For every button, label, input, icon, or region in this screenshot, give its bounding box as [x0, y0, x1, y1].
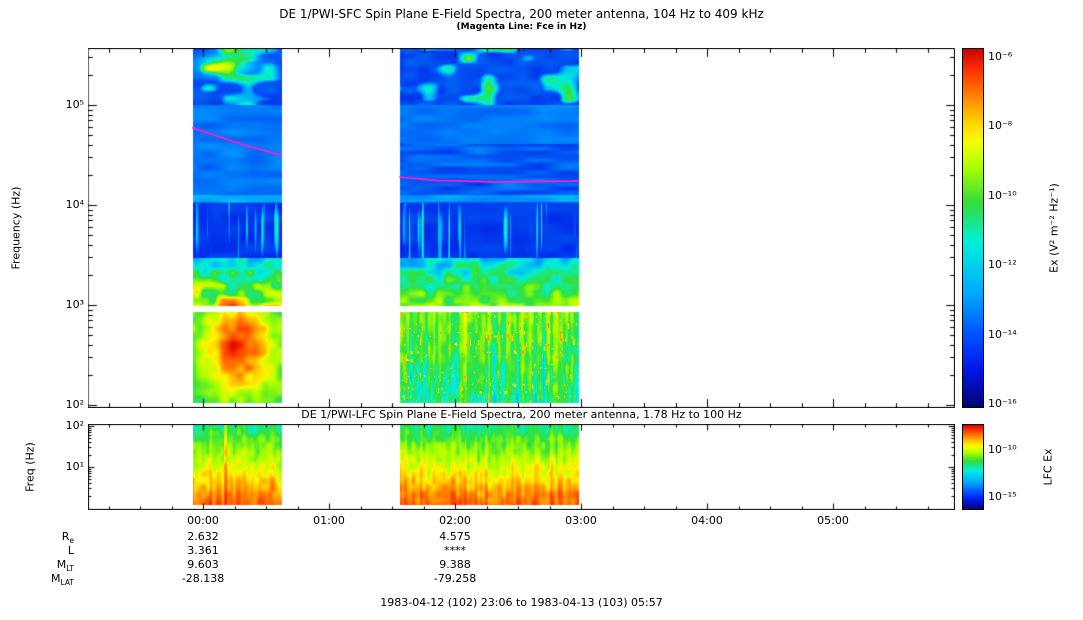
ephemeris-mlt-col2: 9.388 — [439, 558, 471, 571]
ephemeris-label-mlat-main: M — [51, 572, 61, 585]
sfc-ytick-1e5: 10⁵ — [65, 98, 84, 111]
lfc-title: DE 1/PWI-LFC Spin Plane E-Field Spectra,… — [301, 408, 742, 421]
lfc-ytick-1e2: 10² — [65, 419, 84, 432]
time-tick-0200: 02:00 — [439, 514, 471, 527]
sfc-colorbar-tick-3: 10⁻¹² — [988, 258, 1017, 271]
ephemeris-mlt-col1: 9.603 — [187, 558, 219, 571]
ephemeris-label-l-main: L — [67, 544, 74, 557]
ephemeris-label-l: L — [28, 544, 74, 559]
sfc-ytick-1e4: 10⁴ — [65, 198, 84, 211]
sfc-ytick-1e3: 10³ — [65, 298, 84, 311]
ephemeris-label-mlat: MLAT — [28, 572, 74, 587]
ephemeris-label-re-main: R — [61, 530, 70, 543]
sfc-colorbar-tick-4: 10⁻¹⁴ — [988, 328, 1017, 341]
ephemeris-l-col2: **** — [444, 544, 466, 557]
sfc-colorbar — [962, 48, 984, 408]
sfc-title: DE 1/PWI-SFC Spin Plane E-Field Spectra,… — [279, 7, 764, 21]
time-tick-0000: 00:00 — [187, 514, 219, 527]
ephemeris-mlat-col2: -79.258 — [433, 572, 477, 585]
ephemeris-label-re-sub: e — [69, 536, 74, 546]
ephemeris-label-mlat-sub: LAT — [60, 578, 74, 588]
ephemeris-label-mlt: MLT — [28, 558, 74, 573]
ephemeris-label-re: Re — [28, 530, 74, 545]
ephemeris-l-col1: 3.361 — [187, 544, 219, 557]
sfc-ytick-1e2: 10² — [65, 398, 84, 411]
time-tick-0500: 05:00 — [817, 514, 849, 527]
lfc-colorbar — [962, 424, 984, 510]
lfc-spectrogram — [88, 424, 955, 510]
sfc-colorbar-tick-1: 10⁻⁸ — [988, 119, 1013, 132]
sfc-spectrogram — [88, 48, 955, 408]
sfc-colorbar-tick-2: 10⁻¹⁰ — [988, 189, 1017, 202]
ephemeris-label-mlt-sub: LT — [66, 564, 74, 574]
lfc-colorbar-tick-0: 10⁻¹⁰ — [988, 443, 1017, 456]
sfc-colorbar-label: Ex (V² m⁻² Hz⁻¹) — [1047, 183, 1061, 273]
ephemeris-label-mlt-main: M — [56, 558, 67, 571]
sfc-y-axis-label: Frequency (Hz) — [9, 186, 23, 270]
time-tick-0400: 04:00 — [691, 514, 723, 527]
ephemeris-mlat-col1: -28.138 — [181, 572, 225, 585]
time-tick-0300: 03:00 — [565, 514, 597, 527]
ephemeris-re-col2: 4.575 — [439, 530, 471, 543]
sfc-subtitle: (Magenta Line: Fce in Hz) — [456, 22, 587, 32]
ephemeris-re-col1: 2.632 — [187, 530, 219, 543]
sfc-colorbar-tick-0: 10⁻⁶ — [988, 50, 1013, 63]
lfc-y-axis-label: Freq (Hz) — [23, 442, 37, 492]
sfc-colorbar-tick-5: 10⁻¹⁶ — [988, 397, 1017, 410]
lfc-colorbar-tick-1: 10⁻¹⁵ — [988, 490, 1017, 503]
lfc-colorbar-label: LFC Ex — [1041, 448, 1055, 486]
time-range-caption: 1983-04-12 (102) 23:06 to 1983-04-13 (10… — [380, 596, 663, 609]
lfc-ytick-1e1: 10¹ — [65, 460, 84, 473]
time-tick-0100: 01:00 — [313, 514, 345, 527]
